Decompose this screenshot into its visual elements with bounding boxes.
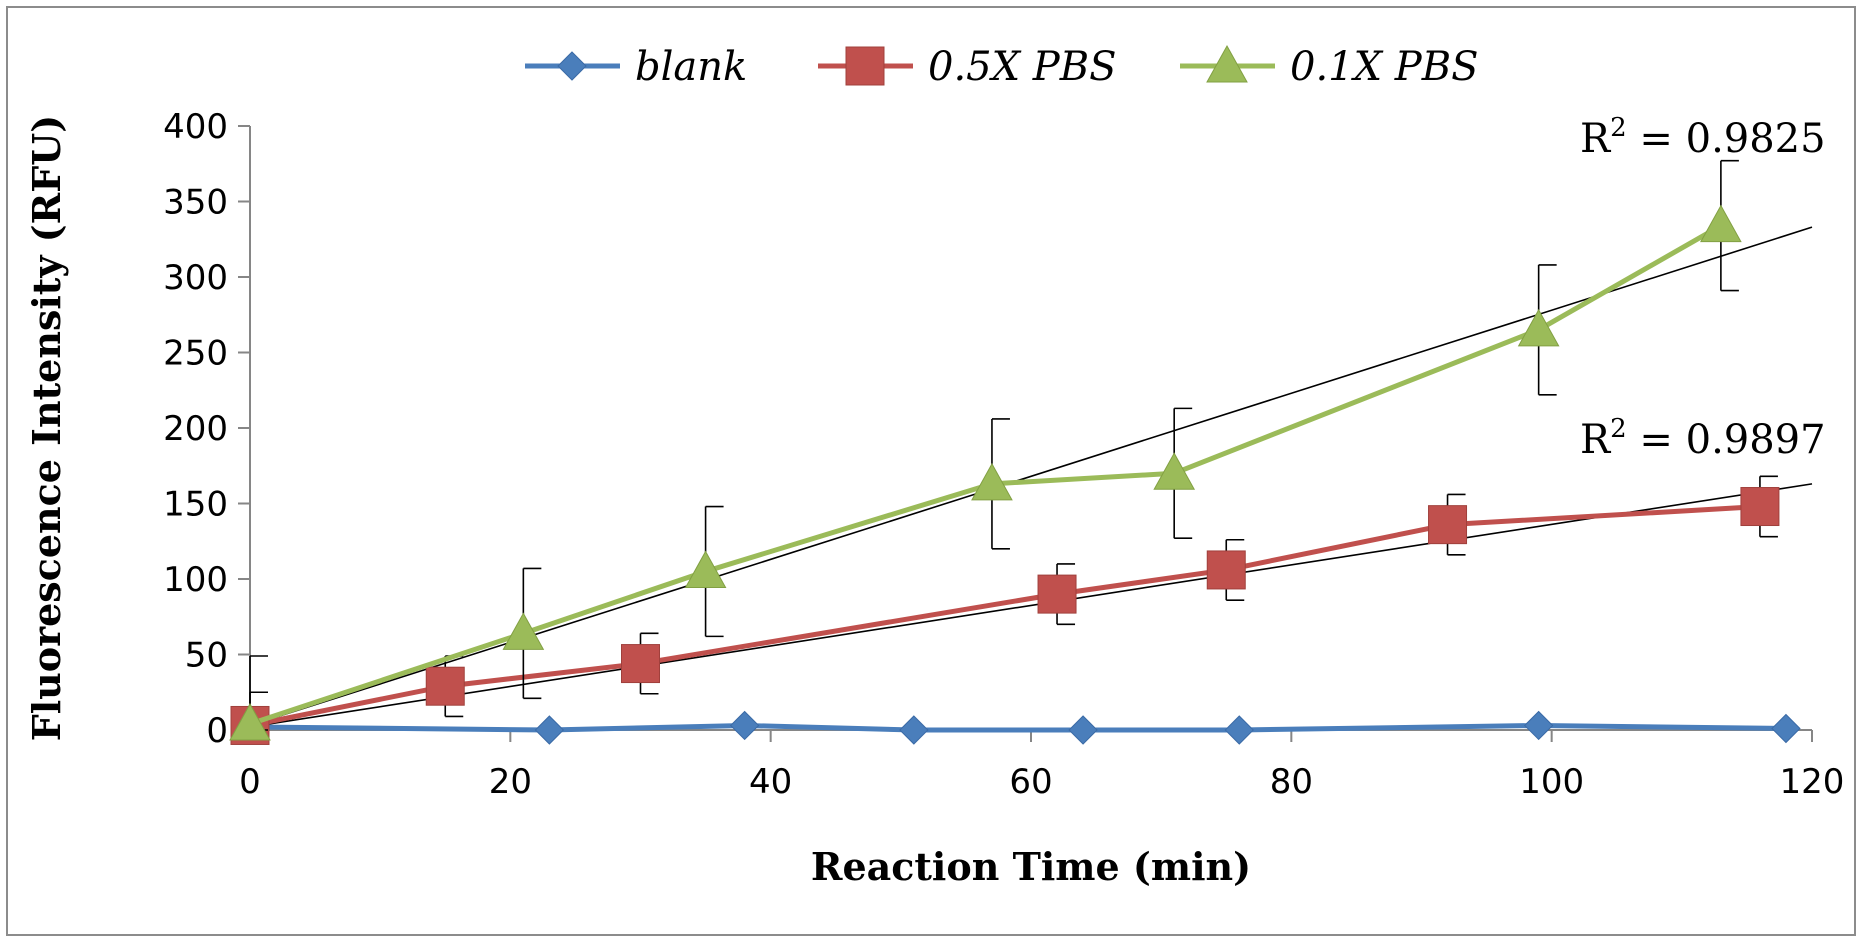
x-tick-label: 120 xyxy=(1780,762,1845,802)
legend-label: blank xyxy=(635,44,747,90)
data-point xyxy=(1068,715,1098,745)
y-tick-label: 400 xyxy=(163,107,228,147)
annotation-superscript: 2 xyxy=(1610,113,1627,143)
x-axis-title: Reaction Time (min) xyxy=(811,844,1251,889)
data-point xyxy=(1153,452,1196,490)
legend-marker xyxy=(1206,44,1248,83)
data-point xyxy=(1224,715,1254,745)
data-point xyxy=(425,666,465,706)
data-point xyxy=(1700,204,1742,243)
legend-marker xyxy=(845,46,885,86)
data-point xyxy=(684,550,727,588)
annotation-base: R xyxy=(1580,417,1612,463)
x-tick-label: 20 xyxy=(489,762,532,802)
legend: blank 0.5X PBS 0.1X PBS xyxy=(525,44,1479,90)
x-tick-label: 0 xyxy=(239,762,261,802)
x-tick-label: 100 xyxy=(1519,762,1584,802)
series-line xyxy=(249,504,1761,728)
r-squared-annotation: R2 = 0.9897 xyxy=(1580,414,1826,463)
data-point xyxy=(1740,487,1780,527)
data-point xyxy=(971,462,1013,501)
legend-label: 0.5X PBS xyxy=(928,44,1117,90)
data-point xyxy=(1037,574,1077,614)
data-point xyxy=(1523,710,1554,741)
chart-frame xyxy=(6,6,1856,936)
data-point xyxy=(534,715,565,745)
data-point xyxy=(1771,713,1801,744)
y-tick-label: 250 xyxy=(163,334,228,374)
annotation-value: = 0.9897 xyxy=(1627,417,1826,463)
trendline-2 xyxy=(249,226,1813,727)
trendline-1 xyxy=(249,483,1813,728)
series-line xyxy=(249,722,1786,733)
y-tick-label: 50 xyxy=(185,636,228,676)
series-1 xyxy=(230,475,1780,745)
data-point xyxy=(502,612,545,650)
y-tick-label: 300 xyxy=(163,258,228,298)
data-point xyxy=(1206,550,1246,590)
x-tick-label: 80 xyxy=(1270,762,1313,802)
r-squared-annotation: R2 = 0.9825 xyxy=(1580,113,1826,162)
data-point xyxy=(229,702,271,741)
y-tick-label: 350 xyxy=(163,183,228,223)
legend-marker xyxy=(557,51,587,81)
legend-label: 0.1X PBS xyxy=(1290,44,1479,90)
data-point xyxy=(729,710,760,741)
series-2 xyxy=(229,159,1742,741)
y-tick-label: 150 xyxy=(163,485,228,525)
y-tick-label: 0 xyxy=(206,711,228,751)
series-0 xyxy=(235,710,1801,745)
data-point xyxy=(899,715,929,745)
data-point xyxy=(1517,308,1560,347)
y-axis-title: Fluorescence Intensity (RFU) xyxy=(24,115,69,742)
x-tick-label: 60 xyxy=(1009,762,1052,802)
annotation-base: R xyxy=(1580,116,1612,162)
y-tick-label: 200 xyxy=(163,409,228,449)
x-tick-label: 40 xyxy=(749,762,792,802)
data-point xyxy=(1428,505,1468,545)
annotation-value: = 0.9825 xyxy=(1627,116,1826,162)
annotation-superscript: 2 xyxy=(1610,414,1627,444)
y-tick-label: 100 xyxy=(163,560,228,600)
data-point xyxy=(621,644,660,684)
